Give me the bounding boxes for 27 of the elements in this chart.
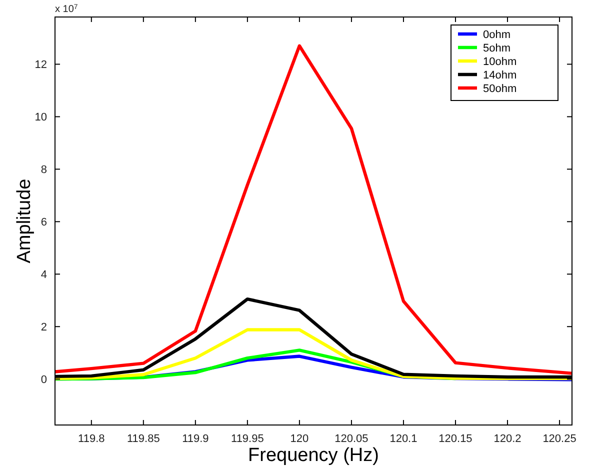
y-tick-label: 10 [34, 112, 47, 124]
x-tick-label: 119.8 [78, 433, 105, 445]
x-tick-label: 119.85 [127, 433, 160, 445]
legend-label: 5ohm [483, 42, 511, 54]
y-tick-label: 0 [40, 374, 47, 386]
y-tick-label: 12 [34, 59, 47, 72]
x-tick-label: 120.25 [542, 433, 576, 445]
x-axis-title: Frequency (Hz) [248, 445, 379, 466]
x-tick-label: 119.95 [231, 433, 264, 445]
y-tick-label: 4 [40, 269, 47, 282]
text: x 10$^{7}$ [55, 4, 78, 15]
x-tick-label: 120.2 [494, 433, 522, 445]
y-tick-label: 6 [40, 216, 47, 229]
x-tick-label: 120 [290, 433, 309, 445]
line-series [55, 44, 572, 375]
y-tick-label: 8 [40, 164, 47, 176]
y-tick-label: 2 [40, 322, 47, 334]
x-tick-label: 120.1 [390, 433, 418, 445]
legend-label: 10ohm [483, 56, 517, 68]
legend-label: 14ohm [483, 70, 517, 82]
x-tick-label: 120.05 [334, 433, 368, 445]
legend-label: 50ohm [483, 83, 517, 95]
legend-label: 0ohm [483, 29, 511, 41]
x-tick-label: 120.15 [438, 433, 472, 445]
x-tick-label: 119.9 [182, 433, 209, 445]
y-axis-title: Amplitude [14, 178, 35, 264]
line-series [55, 328, 572, 380]
